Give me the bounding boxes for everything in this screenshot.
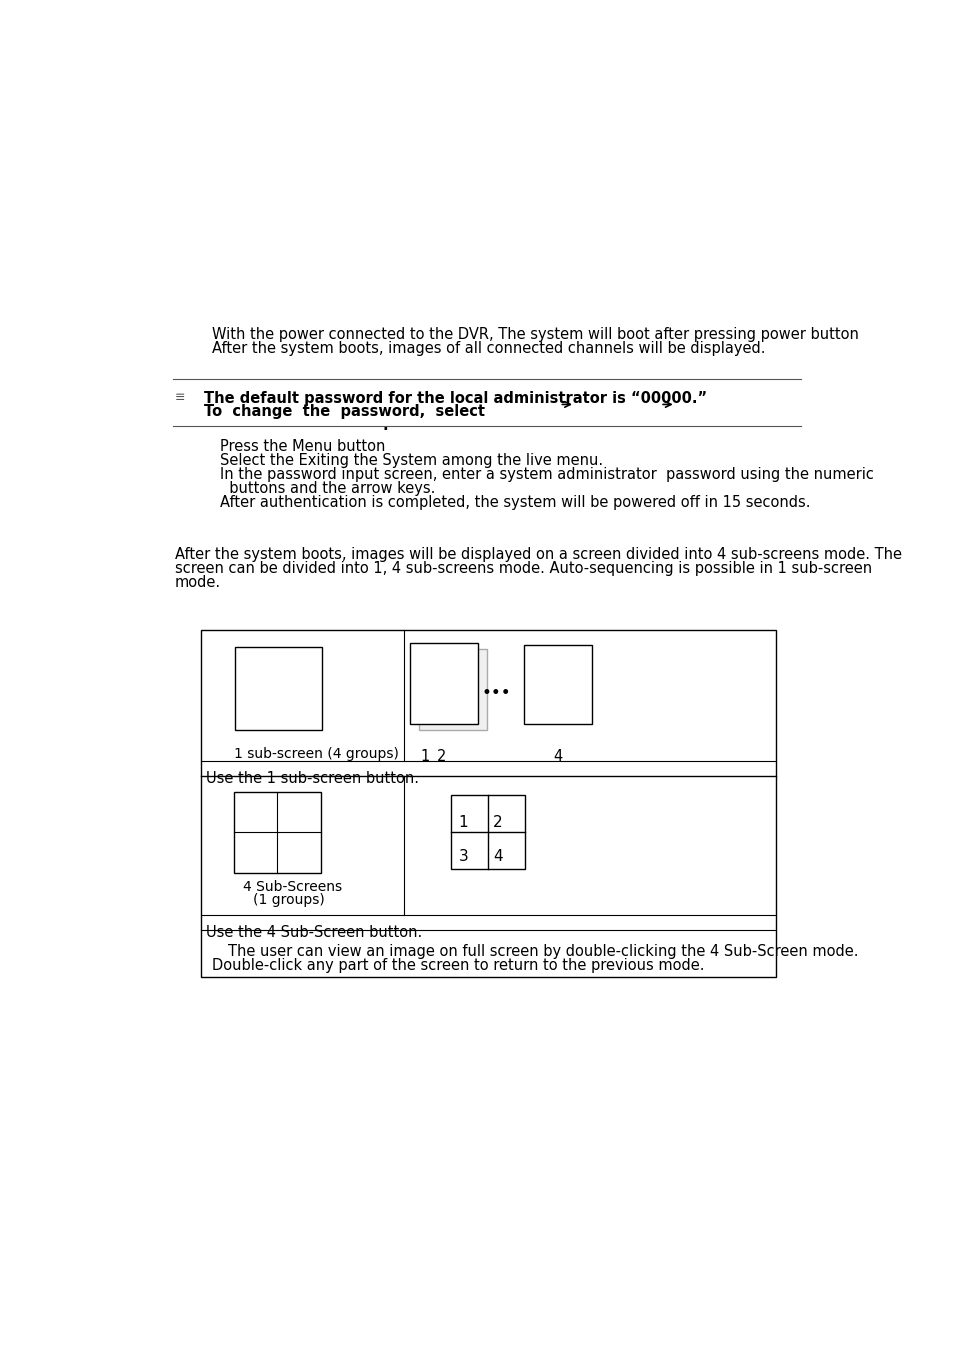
Text: 4: 4 [493, 849, 502, 863]
Text: After the system boots, images of all connected channels will be displayed.: After the system boots, images of all co… [212, 341, 765, 356]
Bar [200, 630, 776, 977]
Text: To  change  the  password,  select: To change the password, select [204, 405, 485, 420]
Text: Double-click any part of the screen to return to the previous mode.: Double-click any part of the screen to r… [212, 958, 704, 973]
Text: After authentication is completed, the system will be powered off in 15 seconds.: After authentication is completed, the s… [220, 495, 810, 510]
Text: 4 Sub-Screens: 4 Sub-Screens [243, 880, 342, 893]
Text: 1: 1 [419, 749, 429, 764]
Text: screen can be divided into 1, 4 sub-screens mode. Auto-sequencing is possible in: screen can be divided into 1, 4 sub-scre… [174, 561, 871, 576]
Text: buttons and the arrow keys.: buttons and the arrow keys. [220, 480, 435, 495]
Bar [410, 643, 477, 724]
Text: (1 groups): (1 groups) [253, 893, 324, 908]
Text: The default password for the local administrator is “00000.”: The default password for the local admin… [204, 391, 707, 406]
Bar [233, 792, 320, 873]
Bar [235, 648, 322, 730]
Text: 3: 3 [458, 849, 468, 863]
Text: 2: 2 [436, 749, 446, 764]
Text: 4: 4 [553, 749, 562, 764]
Bar [418, 649, 487, 730]
Text: Press the Menu button: Press the Menu button [220, 438, 385, 455]
Bar [523, 645, 592, 724]
Text: In the password input screen, enter a system administrator  password using the n: In the password input screen, enter a sy… [220, 467, 873, 482]
Text: 1: 1 [458, 815, 468, 830]
Text: 2: 2 [493, 815, 502, 830]
Text: After the system boots, images will be displayed on a screen divided into 4 sub-: After the system boots, images will be d… [174, 546, 902, 563]
Bar [451, 795, 525, 869]
Text: Use the 1 sub-screen button.: Use the 1 sub-screen button. [206, 770, 418, 786]
Text: .: . [382, 418, 388, 433]
Text: 1 sub-screen (4 groups): 1 sub-screen (4 groups) [233, 747, 398, 761]
Text: •••: ••• [481, 684, 511, 701]
Text: Select the Exiting the System among the live menu.: Select the Exiting the System among the … [220, 453, 602, 468]
Text: ≡: ≡ [174, 391, 185, 403]
Text: Use the 4 Sub-Screen button.: Use the 4 Sub-Screen button. [206, 925, 422, 940]
Text: With the power connected to the DVR, The system will boot after pressing power b: With the power connected to the DVR, The… [212, 328, 859, 343]
Text: mode.: mode. [174, 575, 221, 590]
Text: The user can view an image on full screen by double-clicking the 4 Sub-Screen mo: The user can view an image on full scree… [228, 944, 858, 959]
